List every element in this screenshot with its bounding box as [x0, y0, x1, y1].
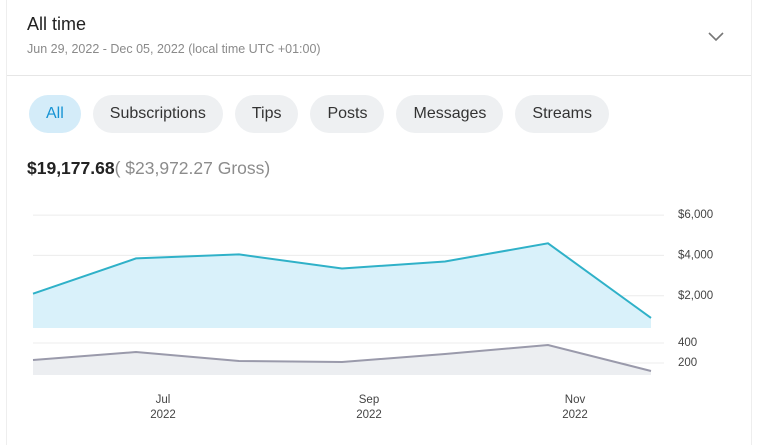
y-tick-label: 200 — [678, 357, 697, 369]
line — [32, 343, 652, 372]
y-tick-label: 400 — [678, 337, 697, 349]
period-title: All time — [27, 14, 87, 34]
tab[interactable]: Subscriptions — [92, 95, 223, 133]
x-tick-label: Jul 2022 — [150, 394, 176, 421]
x-tick-label: Sep 2022 — [356, 394, 382, 421]
earnings-card: All time Jun 29, 2022 - Dec 05, 2022 (lo… — [6, 0, 752, 445]
tab[interactable]: Tips — [234, 95, 299, 133]
x-tick-label: Nov 2022 — [562, 394, 588, 421]
card-header[interactable]: All time Jun 29, 2022 - Dec 05, 2022 (lo… — [7, 0, 751, 76]
tab[interactable]: Messages — [396, 95, 504, 133]
y-tick-label: $6,000 — [678, 209, 713, 221]
y-tick-label: $2,000 — [678, 290, 713, 302]
period-range: Jun 29, 2022 - Dec 05, 2022 (local time … — [27, 42, 321, 56]
area-fill — [33, 345, 651, 375]
summary: $19,177.68( $23,972.27 Gross) — [27, 158, 270, 179]
gross-amount: ( $23,972.27 Gross) — [114, 158, 271, 178]
net-amount: $19,177.68 — [27, 158, 115, 178]
chevron[interactable] — [707, 30, 725, 42]
area-line — [32, 242, 652, 319]
tab[interactable]: All — [29, 95, 81, 133]
tab-bar: All Subscriptions Tips Posts Messages Streams — [29, 95, 609, 133]
y-tick-label: $4,000 — [678, 249, 713, 261]
area-fill — [33, 243, 651, 328]
tab[interactable]: Posts — [310, 95, 385, 133]
tab[interactable]: Streams — [515, 95, 609, 133]
